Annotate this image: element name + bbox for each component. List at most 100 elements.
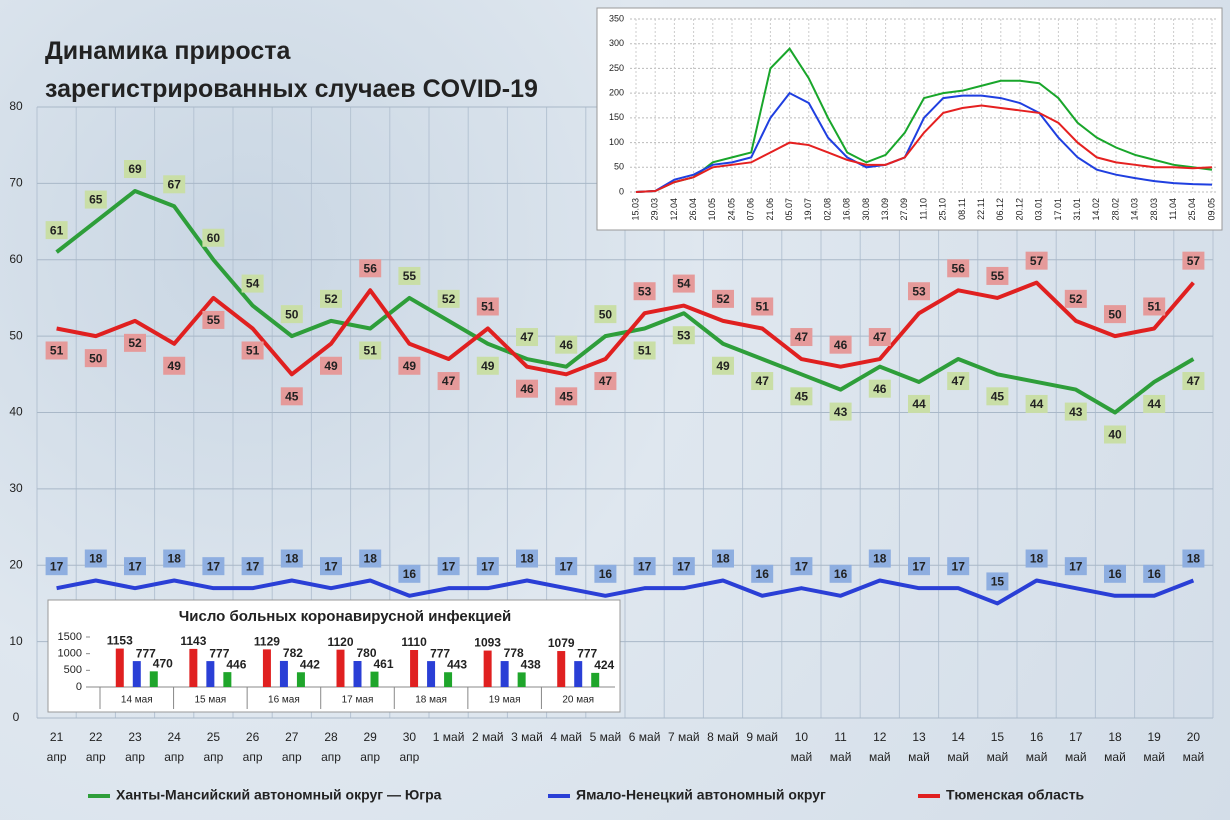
value-label: 1143 [180, 634, 206, 648]
value-label: 61 [50, 223, 64, 237]
x-tick-label: 11 май [829, 730, 852, 764]
value-label: 46 [873, 382, 887, 396]
value-label-box [320, 289, 342, 308]
value-label: 18 [168, 552, 182, 566]
value-label: 17 [560, 559, 574, 573]
value-label-box [1104, 425, 1126, 444]
value-label-box [751, 564, 774, 583]
x-tick-label: 20 май [1182, 730, 1205, 764]
x-tick-label: 2 май [471, 730, 504, 744]
x-tick-label: 22.11 [976, 198, 986, 220]
value-label: 50 [285, 307, 299, 321]
series-line [55, 189, 1195, 415]
x-tick-label: 15 мая [194, 695, 226, 706]
x-tick-label: 03.01 [1034, 198, 1044, 221]
value-label-box [633, 557, 656, 576]
value-label: 18 [520, 552, 534, 566]
value-label-box [163, 175, 186, 194]
series-line [635, 91, 1213, 193]
value-label: 17 [638, 559, 652, 573]
value-label-box [516, 379, 538, 398]
value-label-box [712, 289, 734, 308]
value-label: 53 [912, 284, 926, 298]
x-tick-label: 23 апр [125, 730, 145, 764]
value-label: 51 [364, 344, 378, 358]
x-tick-label: 05.07 [784, 198, 794, 221]
value-label: 69 [128, 162, 142, 176]
y-tick-label: 1000 [58, 648, 82, 660]
value-label: 17 [246, 559, 260, 573]
value-label: 40 [1108, 428, 1122, 442]
value-label: 47 [520, 330, 534, 344]
series-line [635, 104, 1213, 193]
value-label-box [1143, 564, 1166, 583]
value-label: 50 [89, 351, 103, 365]
x-tick-label: 11.10 [918, 198, 928, 220]
x-tick-label: 15 май [986, 730, 1009, 764]
value-label: 52 [1069, 292, 1083, 306]
y-tick-label: 250 [609, 63, 624, 73]
value-label-box [398, 356, 421, 375]
value-label: 67 [168, 177, 182, 191]
value-label: 47 [442, 374, 456, 388]
value-label: 442 [300, 657, 320, 671]
bar [517, 672, 526, 687]
x-tick-label: 12.04 [669, 198, 679, 221]
x-tick-label: 9 май [746, 730, 778, 744]
x-tick-label: 5 май [589, 730, 622, 744]
value-label-box [633, 341, 656, 360]
value-label-box [359, 259, 382, 278]
value-label-box [398, 564, 421, 583]
x-tick-label: 22 апр [85, 730, 106, 764]
x-tick-label: 25.04 [1187, 198, 1197, 221]
value-label: 17 [912, 559, 926, 573]
value-label: 46 [520, 382, 534, 396]
x-tick-label: 08.11 [957, 198, 967, 220]
value-label: 1093 [474, 636, 501, 650]
bar [500, 661, 509, 687]
value-label-box [163, 549, 186, 568]
x-tick-label: 21 апр [46, 730, 67, 764]
x-tick-label: 19.07 [803, 198, 813, 221]
value-label-box [280, 305, 303, 324]
value-label: 17 [128, 559, 142, 573]
value-label-box [672, 557, 695, 576]
value-label: 44 [1030, 397, 1044, 411]
value-label: 17 [952, 559, 966, 573]
value-label: 17 [795, 559, 809, 573]
y-tick-label: 0 [13, 710, 20, 724]
value-label-box [712, 549, 734, 568]
value-label: 43 [1069, 405, 1083, 419]
x-tick-label: 19 май [1143, 730, 1165, 764]
y-tick-label: 20 [9, 557, 23, 571]
value-label-box [594, 372, 617, 391]
x-tick-label: 14.03 [1130, 198, 1140, 221]
y-tick-label: 100 [609, 137, 624, 147]
value-label: 777 [136, 646, 156, 660]
value-label-box [398, 266, 421, 285]
x-tick-label: 14 мая [121, 695, 153, 706]
x-tick-label: 8 май [707, 730, 739, 744]
value-label: 56 [952, 261, 966, 275]
value-label: 424 [594, 658, 614, 672]
x-tick-label: 25 апр [203, 730, 224, 764]
bar [189, 648, 198, 687]
value-label-box [1182, 549, 1205, 568]
value-label-box [84, 349, 107, 368]
x-tick-label: 30 апр [399, 730, 420, 764]
value-label: 51 [638, 344, 652, 358]
value-label: 47 [952, 374, 966, 388]
series-line [56, 578, 1195, 606]
value-label: 1110 [401, 635, 427, 649]
x-tick-label: 11.04 [1168, 198, 1178, 220]
x-tick-label: 1 май [432, 730, 465, 744]
value-label: 55 [403, 269, 417, 283]
value-label: 1129 [254, 635, 280, 649]
value-label: 17 [324, 559, 338, 573]
value-label-box [476, 356, 499, 375]
x-tick-label: 7 май [667, 730, 700, 744]
x-tick-label: 25.10 [938, 198, 948, 221]
value-label: 47 [756, 374, 770, 388]
value-label-box [947, 259, 970, 278]
